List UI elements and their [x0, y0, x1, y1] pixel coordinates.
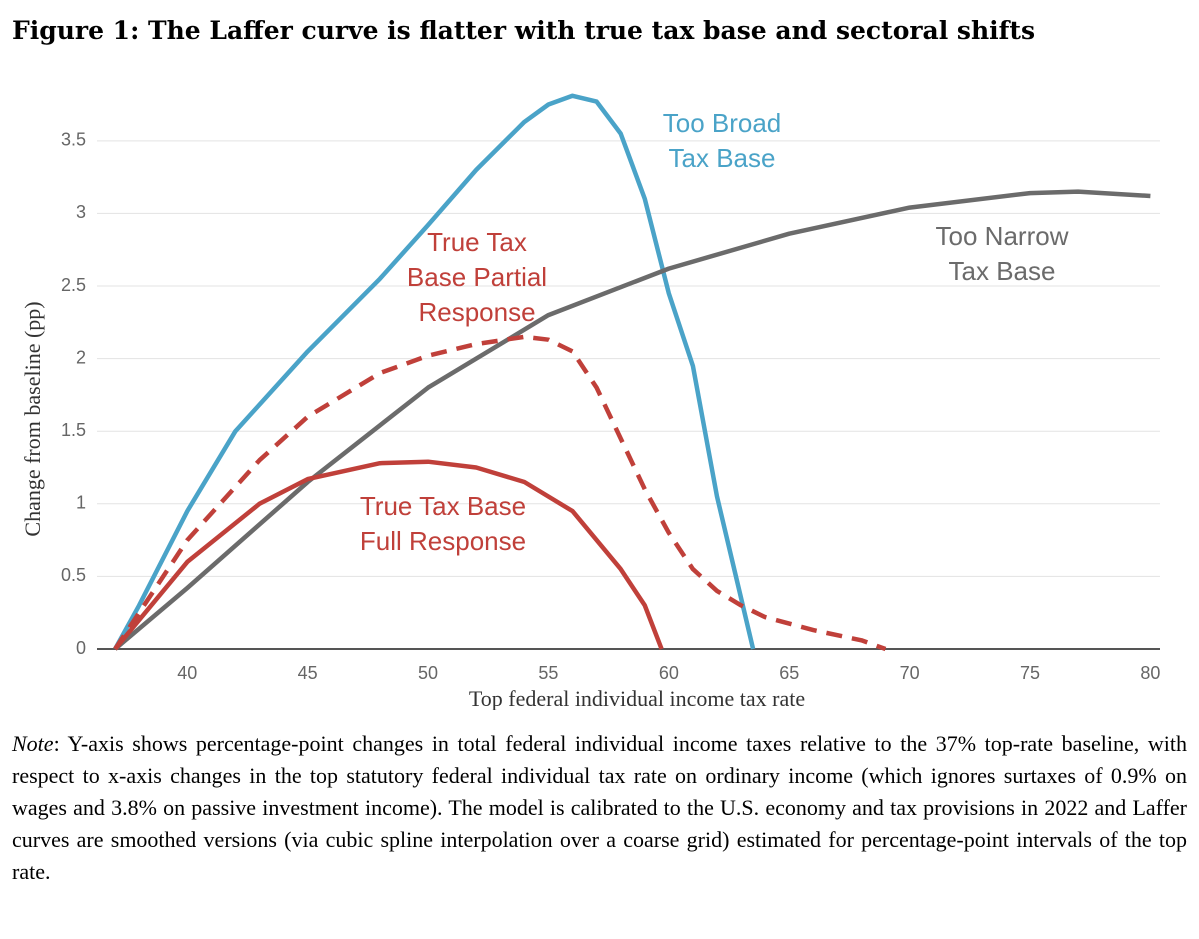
line-series: [113, 459, 664, 651]
y-tick-label: 0: [76, 638, 86, 658]
x-tick-label: 65: [779, 663, 799, 683]
annotation: Too Narrow: [936, 221, 1069, 251]
x-tick-label: 60: [659, 663, 679, 683]
y-tick-label: 1.5: [61, 420, 86, 440]
y-tick-label: 2.5: [61, 275, 86, 295]
y-tick-label: 3.5: [61, 130, 86, 150]
chart: 0 0.5 1 1.5 2 2.5 3 3.5 40 45 50 55 60 65 70 75 80 Top fe…: [20, 93, 1160, 710]
line-series: [113, 93, 756, 651]
x-tick-label: 45: [298, 663, 318, 683]
annotation: Base Partial: [407, 262, 547, 292]
note: Note: Y-axis shows percentage-point chan…: [12, 728, 1187, 888]
y-tick-label: 2: [76, 347, 86, 367]
y-tick-label: 1: [76, 493, 86, 513]
line-series: [113, 189, 1151, 651]
note-text: : Y-axis shows percentage-point changes …: [12, 731, 1187, 884]
x-tick-label: 70: [900, 663, 920, 683]
x-tick-label: 40: [177, 663, 197, 683]
annotation: Tax Base: [669, 143, 776, 173]
x-tick-label: 55: [538, 663, 558, 683]
y-tick-label: 3: [76, 202, 86, 222]
figure-title: Figure 1: The Laffer curve is flatter wi…: [12, 16, 1036, 45]
y-axis-title: Change from baseline (pp): [20, 301, 45, 536]
note-label: Note: [12, 731, 54, 756]
annotation: True Tax Base: [360, 491, 526, 521]
x-axis-title: Top federal individual income tax rate: [469, 686, 805, 710]
annotation: Full Response: [360, 526, 526, 556]
x-tick-label: 75: [1020, 663, 1040, 683]
annotation: Response: [418, 297, 535, 327]
line-series: [113, 334, 887, 652]
annotation: True Tax: [427, 227, 527, 257]
x-tick-label: 80: [1140, 663, 1160, 683]
annotation: Too Broad: [663, 108, 782, 138]
y-tick-label: 0.5: [61, 565, 86, 585]
x-tick-label: 50: [418, 663, 438, 683]
annotation: Tax Base: [949, 256, 1056, 286]
